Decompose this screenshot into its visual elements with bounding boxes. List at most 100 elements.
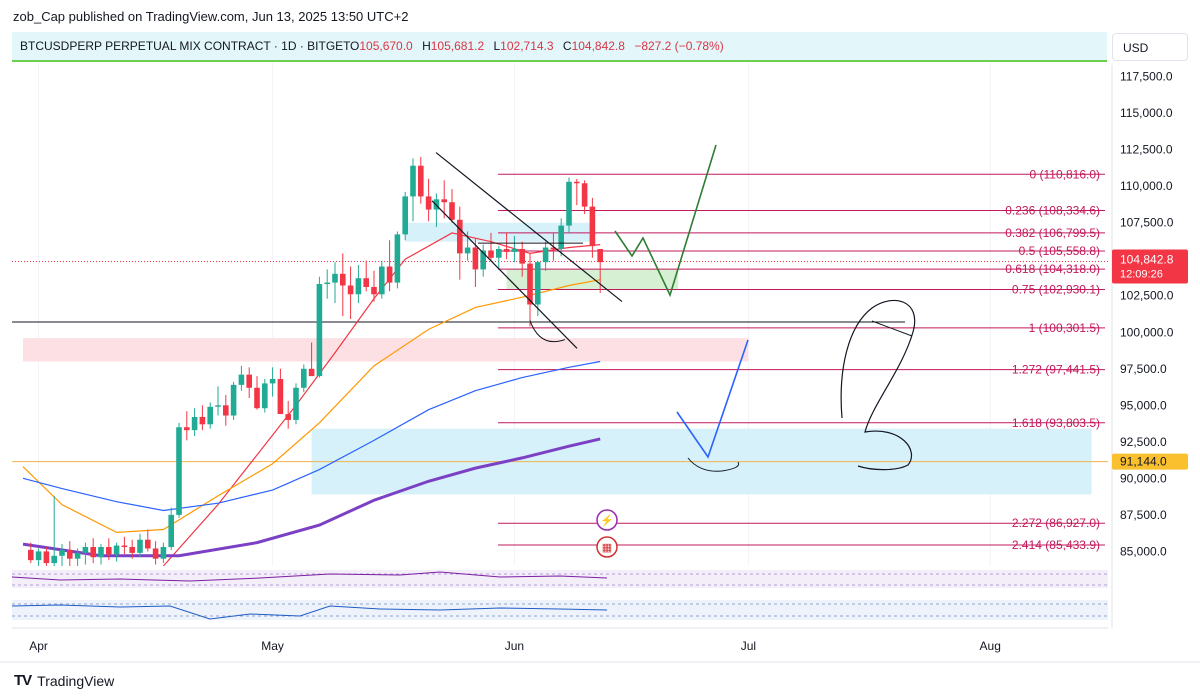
price-tick-label: 85,000.0	[1120, 544, 1167, 558]
candle-body	[98, 547, 104, 558]
candle-body	[152, 548, 159, 559]
candle-body	[191, 416, 198, 431]
candle-body	[293, 387, 299, 420]
candle-body	[106, 547, 112, 555]
candle-body	[449, 202, 455, 220]
price-tick-label: 90,000.0	[1120, 471, 1167, 485]
retest-zone	[506, 269, 679, 290]
time-label: Apr	[29, 639, 48, 653]
candle-body	[410, 165, 416, 197]
time-label: Jun	[505, 639, 524, 653]
candle-body	[511, 248, 518, 252]
candle-body	[503, 248, 510, 252]
fib-label: 1.272 (97,441.5)	[1012, 363, 1100, 377]
price-tick-label: 110,000.0	[1120, 179, 1173, 193]
candle-body	[230, 384, 237, 416]
rsi-line	[11, 571, 608, 582]
event-flag-icon-glyph: ▦	[602, 542, 612, 554]
candle-body	[558, 225, 564, 249]
candle-body	[121, 545, 128, 548]
candle-body	[496, 248, 502, 258]
candle-body	[145, 539, 151, 549]
candle-body	[386, 266, 393, 283]
low-value: 102,714.3	[500, 39, 554, 53]
candle-body	[316, 284, 323, 377]
fib-label: 0.75 (102,930.1)	[1012, 282, 1100, 296]
candle-body	[472, 247, 479, 270]
candle-body	[574, 181, 580, 184]
candle-body	[480, 250, 486, 270]
candle-body	[254, 387, 260, 409]
time-label: Jul	[741, 639, 756, 653]
candle-body	[113, 545, 120, 555]
supply-zone	[23, 338, 749, 362]
candle-body	[262, 383, 268, 409]
fib-label: 1 (100,301.5)	[1029, 321, 1100, 335]
candle-body	[542, 247, 549, 263]
candle-body	[184, 427, 190, 431]
candle-body	[363, 278, 369, 287]
time-label: Aug	[980, 639, 1001, 653]
candle-body	[285, 414, 291, 420]
candle-body	[74, 552, 81, 559]
candle-body	[207, 406, 213, 425]
ma-line	[22, 360, 601, 512]
fib-label: 0.5 (105,558.8)	[1019, 244, 1100, 258]
candle-body	[347, 285, 354, 295]
candle-body	[277, 379, 284, 415]
candle-body	[51, 555, 57, 564]
candle-body	[355, 278, 362, 295]
event-lightning-icon-glyph: ⚡	[600, 514, 614, 527]
candle-body	[464, 247, 471, 254]
candle-body	[379, 266, 385, 295]
candle-body	[394, 234, 401, 283]
candle-body	[35, 551, 42, 561]
event-lightning-icon	[596, 509, 618, 531]
fib-label: 0.618 (104,318.0)	[1005, 262, 1100, 276]
fib-label: 0.382 (106,799.5)	[1005, 226, 1100, 240]
candle-body	[581, 183, 588, 207]
symbol-bar: BTCUSDPERP PERPETUAL MIX CONTRACT · 1D ·…	[12, 32, 1107, 62]
candle-body	[215, 405, 221, 407]
candle-body	[238, 374, 245, 385]
candle-body	[527, 263, 533, 305]
candle-body	[223, 405, 229, 416]
footer: TV TradingView	[14, 672, 114, 689]
top-range-zone	[405, 222, 593, 242]
tradingview-logo-icon: TV	[14, 672, 32, 689]
fib-label: 2.414 (85,433.9)	[1012, 538, 1100, 552]
fib-label: 0.236 (108,334.6)	[1005, 204, 1100, 218]
brand-name: TradingView	[37, 672, 115, 689]
hand-curve	[529, 320, 566, 343]
candle-body	[43, 551, 50, 564]
price-tick-label: 117,500.0	[1120, 70, 1173, 84]
symbol-title[interactable]: BTCUSDPERP PERPETUAL MIX CONTRACT · 1D ·…	[20, 39, 351, 53]
candle-body	[418, 165, 424, 197]
currency-button[interactable]: USD	[1112, 33, 1188, 61]
candle-body	[324, 282, 330, 285]
price-tick-label: 102,500.0	[1120, 289, 1174, 303]
level-marker-tag	[1112, 453, 1188, 470]
candle-body	[550, 247, 557, 249]
price-tick-label: 100,000.0	[1120, 325, 1174, 339]
candle-body	[340, 273, 346, 286]
candle-body	[371, 286, 377, 295]
time-label: May	[261, 639, 284, 653]
candle-body	[90, 547, 96, 558]
candle-body	[59, 549, 65, 556]
close-label: C	[562, 39, 572, 53]
plot-area	[12, 62, 1108, 566]
fib-label: 1.618 (93,803.5)	[1012, 416, 1100, 430]
fib-label: 2.272 (86,927.0)	[1012, 516, 1100, 530]
close-value: 104,842.8	[571, 39, 625, 53]
last-price-tag	[1112, 249, 1188, 284]
price-tick-label: 112,500.0	[1120, 143, 1173, 157]
publish-info: zob_Cap published on TradingView.com, Ju…	[13, 9, 409, 24]
hand-scribble	[840, 299, 916, 471]
candle-body	[129, 547, 135, 553]
blue-underline	[687, 457, 740, 472]
candle-body	[82, 547, 89, 553]
candle-body	[160, 547, 167, 559]
level-marker-label: 91,144.0	[1120, 455, 1167, 469]
